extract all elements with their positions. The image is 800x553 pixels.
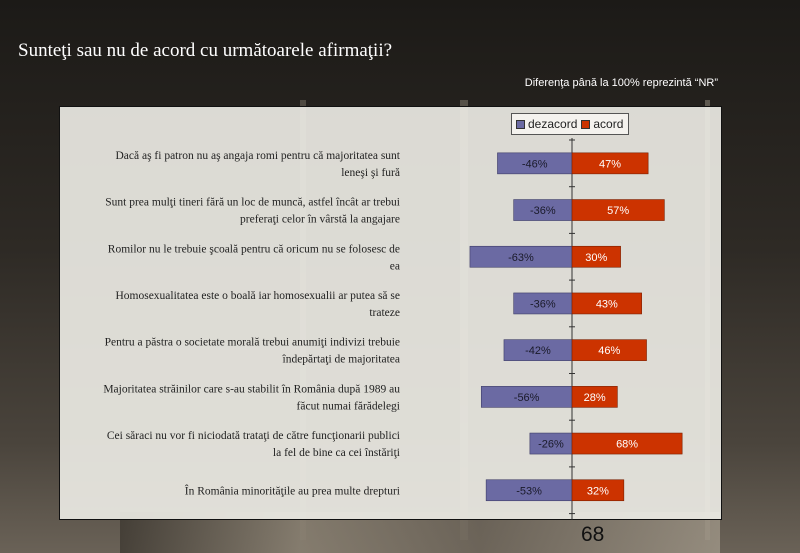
bar-acord <box>571 386 618 408</box>
data-label-dezacord: -36% <box>530 205 556 217</box>
data-label-dezacord: -53% <box>516 485 542 497</box>
bar-acord <box>571 245 621 268</box>
bar-acord <box>571 432 683 455</box>
bar-acord <box>571 339 647 361</box>
category-label: Sunt prea mulţi tineri fără un loc de mu… <box>105 197 400 209</box>
bar-acord <box>571 152 649 175</box>
data-label-dezacord: -46% <box>522 158 548 170</box>
category-label: În România minorităţile au prea multe dr… <box>185 483 400 497</box>
category-label: Homosexualitatea este o boală iar homose… <box>115 290 400 302</box>
category-label: Romilor nu le trebuie şcoală pentru că o… <box>108 243 400 255</box>
page-number: 68 <box>581 523 605 546</box>
data-label-dezacord: -42% <box>525 345 551 357</box>
data-label-dezacord: -63% <box>508 252 534 264</box>
nr-note: Diferenţa până la 100% reprezintă “NR” <box>524 77 718 89</box>
category-label: Dacă aş fi patron nu aş angaja romi pent… <box>115 150 400 162</box>
category-label: Cei săraci nu vor fi niciodată trataţi d… <box>107 430 400 442</box>
category-label: la fel de bine ca cei înstăriţi <box>273 447 400 459</box>
category-label: ea <box>390 260 400 272</box>
data-label-acord: 32% <box>587 485 609 497</box>
category-label: trateze <box>369 307 400 319</box>
legend-item-dezacord: dezacord <box>516 117 577 131</box>
chart-legend: dezacord acord <box>511 113 629 135</box>
data-label-acord: 57% <box>607 205 629 217</box>
category-label: leneşi şi fură <box>341 167 400 179</box>
legend-swatch-acord <box>581 119 591 129</box>
category-label: îndepărtaţi de majoritatea <box>282 354 401 366</box>
data-label-acord: 30% <box>585 252 607 264</box>
data-label-acord: 47% <box>599 158 621 170</box>
data-label-dezacord: -36% <box>530 298 556 310</box>
data-label-acord: 46% <box>598 345 620 357</box>
category-label: făcut numai fărădelegi <box>297 400 400 412</box>
slide-title: Sunteţi sau nu de acord cu următoarele a… <box>18 40 393 61</box>
legend-label-dezacord: dezacord <box>528 117 578 131</box>
category-label: Pentru a păstra o societate morală trebu… <box>105 337 400 349</box>
legend-label-acord: acord <box>593 117 624 131</box>
legend-item-acord: acord <box>581 117 623 131</box>
bar-acord <box>571 292 642 315</box>
data-label-acord: 68% <box>616 439 638 451</box>
legend-swatch-dezacord <box>516 119 525 129</box>
data-label-acord: 43% <box>596 298 618 310</box>
bar-acord <box>571 479 625 502</box>
data-label-acord: 28% <box>584 392 606 404</box>
category-label: Majoritatea străinilor care s-au stabili… <box>103 383 400 395</box>
category-label: preferaţi celor în vârstă la angajare <box>240 214 400 226</box>
bar-acord <box>571 199 665 221</box>
data-label-dezacord: -56% <box>514 392 540 404</box>
data-label-dezacord: -26% <box>538 439 564 451</box>
